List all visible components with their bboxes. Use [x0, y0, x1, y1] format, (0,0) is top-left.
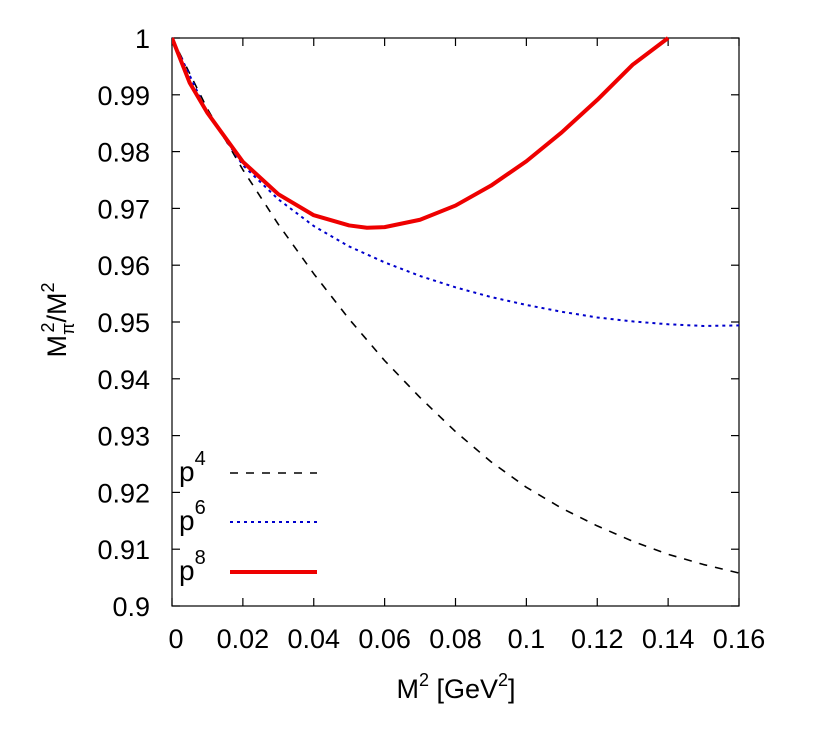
- y-tick-label: 0.95: [97, 308, 150, 338]
- series-layer: [172, 36, 739, 574]
- x-axis-ticks: 0 0.02 0.04 0.06 0.08 0.1 0.12 0.14 0.16: [168, 38, 765, 654]
- x-tick-label: 0.12: [571, 624, 624, 654]
- y-tick-label: 0.98: [97, 138, 150, 168]
- x-tick-label: 0.1: [508, 624, 546, 654]
- legend-label-p8: p8: [179, 547, 206, 586]
- x-tick-label: 0.14: [642, 624, 695, 654]
- y-tick-label: 0.92: [97, 478, 150, 508]
- x-axis-label: M2 [GeV2]: [396, 670, 515, 704]
- y-axis-ticks: 0.9 0.91 0.92 0.93 0.94 0.95 0.96 0.97 0.98 0.99 1: [97, 24, 739, 622]
- plot-border: [171, 37, 740, 607]
- x-tick-label: 0.04: [287, 624, 340, 654]
- x-tick-label: 0.08: [429, 624, 482, 654]
- y-tick-label: 1: [135, 24, 150, 54]
- y-tick-label: 0.96: [97, 251, 150, 281]
- y-tick-label: 0.99: [97, 81, 150, 111]
- x-tick-label: 0.16: [713, 624, 766, 654]
- y-tick-label: 0.94: [97, 365, 150, 395]
- series-line-p6: [172, 37, 739, 327]
- series-line-p8: [172, 36, 670, 230]
- legend-label-p4: p4: [179, 448, 206, 487]
- y-tick-label: 0.9: [112, 592, 150, 622]
- legend-label-p6: p6: [179, 497, 206, 536]
- x-tick-label: 0.06: [358, 624, 411, 654]
- series-line-p4: [172, 37, 739, 574]
- plot-frame: [171, 37, 740, 607]
- x-tick-label: 0.02: [217, 624, 270, 654]
- y-tick-label: 0.93: [97, 422, 150, 452]
- x-tick-label: 0: [168, 624, 183, 654]
- y-tick-label: 0.91: [97, 535, 150, 565]
- y-axis-label: Mπ2/M2: [38, 283, 78, 358]
- legend: p4 p6 p8: [179, 448, 317, 586]
- y-tick-label: 0.97: [97, 194, 150, 224]
